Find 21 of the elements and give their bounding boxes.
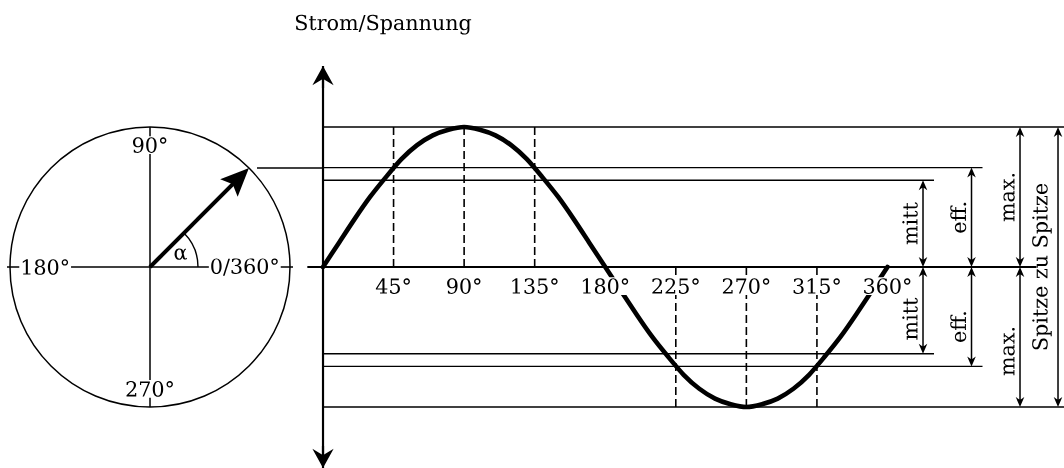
x-tick-label: 270° [722,278,770,294]
ref-line-label: mitt [902,202,918,245]
ref-line-label: eff. [950,202,967,233]
x-tick-label: 180° [582,278,629,294]
ref-line-label: eff. [950,312,967,342]
text: α [174,248,187,260]
text: 270° [126,381,173,397]
y-axis-title: Strom/Spannung [295,14,472,35]
x-tick-label: 225° [652,278,699,294]
ref-line-label: mitt [902,297,918,340]
text: 0/360° [211,258,278,276]
x-tick-label: 315° [793,278,840,294]
x-tick-label: 135° [512,278,558,294]
x-tick-label: 360° [864,278,911,294]
text: 180° [22,259,69,275]
x-tick-label: 90° [447,278,481,294]
x-tick-label: 45° [375,278,410,294]
annotation: Spitze zu Spitze [1032,183,1052,350]
ref-line-label: max. [1003,327,1015,376]
text: 90° [132,137,167,153]
ref-line-label: max. [1003,173,1015,222]
